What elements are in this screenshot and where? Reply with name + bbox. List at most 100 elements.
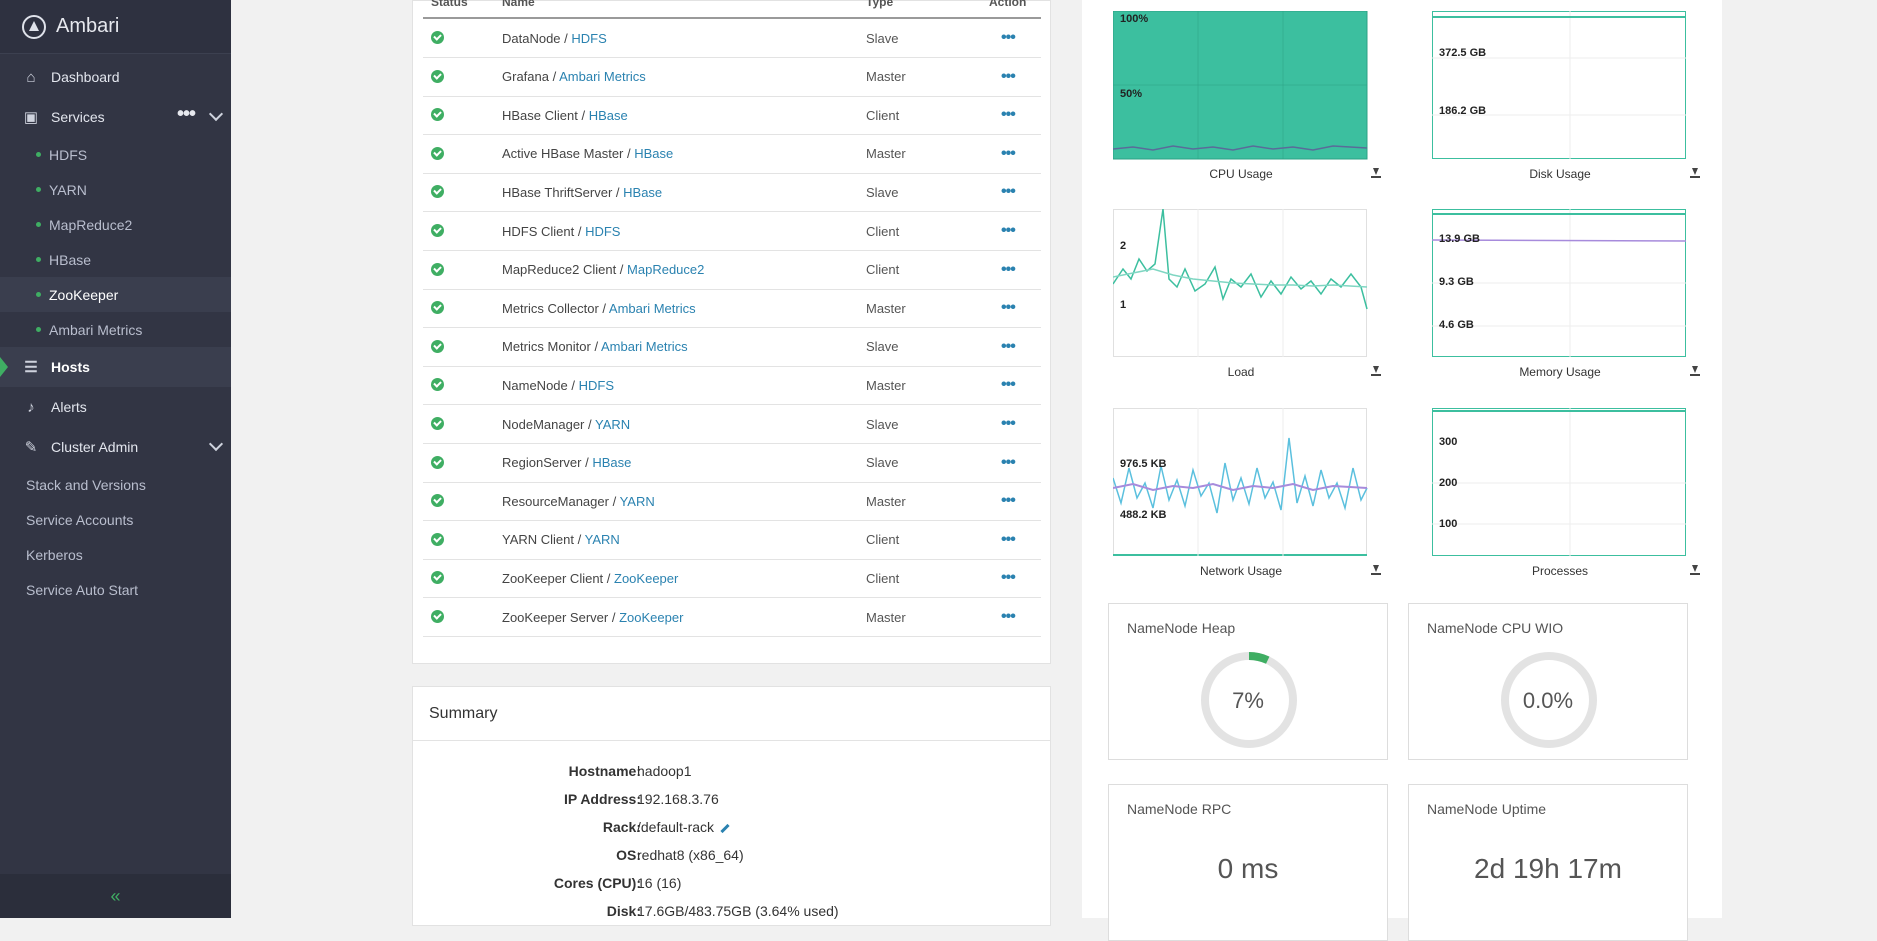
download-button[interactable] [1371,564,1381,578]
y-tick-label: 2 [1120,240,1127,252]
service-link[interactable]: ZooKeeper [619,609,684,625]
sidebar-item-services[interactable]: ▣ Services ••• [0,97,231,137]
service-link[interactable]: YARN [595,416,631,432]
action-menu-button[interactable]: ••• [1001,376,1016,394]
download-button[interactable] [1371,167,1381,181]
download-icon [1690,565,1700,575]
sidebar-item-label: Ambari Metrics [49,321,143,338]
action-menu-button[interactable]: ••• [1001,29,1016,46]
sidebar-item-zookeeper[interactable]: ZooKeeper [0,277,231,312]
component-name: ResourceManager [502,493,609,509]
download-icon [1690,168,1700,178]
component-type: Master [866,69,906,85]
component-name-cell: NameNode / HDFS [502,377,614,393]
cpu-usage-chart: 100% 50% CPU Usage [1113,11,1381,181]
memory-usage-plot [1432,209,1687,357]
chevron-down-icon[interactable] [208,436,224,452]
sidebar-item-service-accounts[interactable]: Service Accounts [26,511,134,528]
download-icon [1690,366,1700,376]
sidebar: Ambari ⌂ Dashboard ▣ Services ••• HDFS Y… [0,0,231,918]
service-link[interactable]: HDFS [585,223,621,239]
service-link[interactable]: YARN [619,493,655,509]
action-menu-button[interactable]: ••• [1001,569,1016,587]
component-name-cell: RegionServer / HBase [502,455,632,471]
service-link[interactable]: Ambari Metrics [559,69,646,85]
download-button[interactable] [1690,167,1700,181]
sidebar-item-hdfs[interactable]: HDFS [0,137,231,172]
action-menu-button[interactable]: ••• [1001,67,1016,85]
download-button[interactable] [1690,564,1700,578]
services-more-icon[interactable]: ••• [176,103,196,125]
component-name-cell: Metrics Collector / Ambari Metrics [502,300,696,316]
action-menu-button[interactable]: ••• [1001,299,1016,317]
action-menu-button[interactable]: ••• [1001,415,1016,432]
component-type: Master [866,300,906,316]
service-link[interactable]: MapReduce2 [627,262,705,278]
component-name-cell: ZooKeeper Client / ZooKeeper [502,570,679,586]
service-link[interactable]: Ambari Metrics [608,300,696,316]
sidebar-item-alerts[interactable]: ♪ Alerts [0,387,231,427]
network-out-line [1113,482,1368,492]
component-name: ZooKeeper Client [502,570,604,586]
download-button[interactable] [1371,365,1381,379]
sidebar-item-service-auto-start[interactable]: Service Auto Start [26,581,139,598]
briefcase-icon: ▣ [23,109,39,126]
sidebar-item-yarn[interactable]: YARN [0,172,231,207]
sidebar-item-stack-versions[interactable]: Stack and Versions [26,476,146,493]
component-type: Client [866,262,900,278]
widget-value: 7% [1232,688,1264,713]
home-icon: ⌂ [26,68,36,86]
service-link[interactable]: ZooKeeper [614,570,679,586]
service-link[interactable]: Ambari Metrics [600,339,688,355]
network-in-line [1113,437,1368,514]
download-button[interactable] [1690,365,1700,379]
sidebar-item-cluster-admin[interactable]: ✎ Cluster Admin [0,427,231,467]
action-menu-button[interactable]: ••• [1001,453,1016,471]
service-link[interactable]: HDFS [571,30,607,46]
chart-caption: CPU Usage [1209,167,1273,181]
chart-caption: Memory Usage [1519,365,1601,379]
action-menu-button[interactable]: ••• [1001,144,1016,162]
sidebar-item-mapreduce2[interactable]: MapReduce2 [0,207,231,242]
column-header-status: Status [431,0,468,9]
action-menu-button[interactable]: ••• [1001,492,1016,510]
status-dot-icon [36,257,41,262]
status-ok-icon [431,69,444,83]
service-link[interactable]: HBase [592,455,632,471]
sidebar-item-label: HBase [49,251,92,268]
service-link[interactable]: HBase [623,184,663,200]
sidebar-item-kerberos[interactable]: Kerberos [26,546,83,563]
cpu-usage-plot [1113,11,1368,160]
action-menu-button[interactable]: ••• [1001,260,1016,278]
sidebar-item-dashboard[interactable]: ⌂ Dashboard [0,57,231,97]
service-link[interactable]: HDFS [578,377,614,393]
service-link[interactable]: HBase [588,107,628,123]
chevron-down-icon[interactable] [208,106,224,122]
namenode-heap-widget[interactable]: NameNode Heap 7% [1108,603,1388,760]
service-link[interactable]: YARN [584,532,620,548]
collapse-sidebar-button[interactable]: « [0,874,231,918]
action-menu-button[interactable]: ••• [1001,337,1016,355]
plot-frame [1432,408,1686,556]
action-menu-button[interactable]: ••• [1001,530,1016,548]
action-menu-button[interactable]: ••• [1001,608,1016,625]
sidebar-item-hbase[interactable]: HBase [0,242,231,277]
field-label: OS: [616,847,641,863]
service-link[interactable]: HBase [634,146,674,162]
component-type: Master [866,609,906,625]
sidebar-item-ambari-metrics[interactable]: Ambari Metrics [0,312,231,347]
sidebar-item-label: Dashboard [51,69,120,85]
sidebar-item-hosts[interactable]: ☰ Hosts [0,347,231,387]
download-icon [1371,366,1381,376]
namenode-rpc-widget[interactable]: NameNode RPC 0 ms [1108,784,1388,941]
component-name-cell: Grafana / Ambari Metrics [502,69,646,85]
edit-pencil-icon[interactable] [720,823,730,833]
namenode-uptime-widget[interactable]: NameNode Uptime 2d 19h 17m [1408,784,1688,941]
namenode-cpu-wio-widget[interactable]: NameNode CPU WIO 0.0% [1408,603,1688,760]
action-menu-button[interactable]: ••• [1001,183,1016,201]
action-menu-button[interactable]: ••• [1001,222,1016,239]
brand[interactable]: Ambari [0,0,231,54]
action-menu-button[interactable]: ••• [1001,106,1016,124]
component-name-cell: YARN Client / YARN [502,532,620,548]
component-name-cell: HDFS Client / HDFS [502,223,621,239]
